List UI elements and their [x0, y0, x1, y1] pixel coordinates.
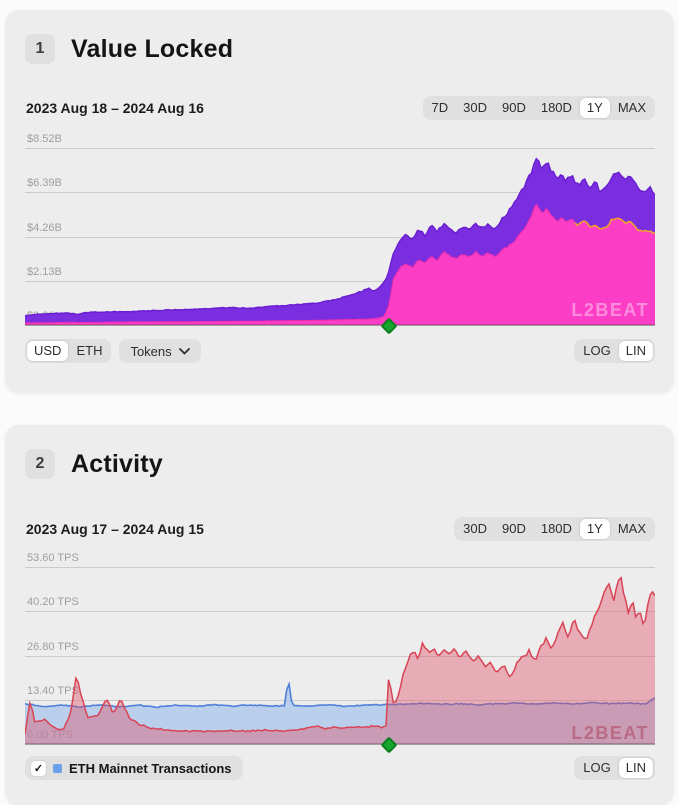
page-title-value-locked: Value Locked [71, 34, 234, 63]
y-axis-tick-label: 53.60 TPS [27, 552, 79, 564]
gridline [25, 236, 655, 238]
section-number-badge: 2 [25, 449, 55, 479]
range-option-7d[interactable]: 7D [431, 100, 449, 115]
range-option-1y[interactable]: 1Y [579, 98, 610, 118]
range-option-max[interactable]: MAX [617, 521, 646, 536]
activity-chart[interactable]: L2BEAT 53.60 TPS 40.20 TPS 26.80 TPS 13.40 … [25, 550, 655, 754]
time-range-selector: 30D 90D 180D 1Y MAX [454, 517, 655, 541]
rollup-activity-line [25, 576, 655, 735]
gridline [25, 280, 655, 282]
canonical-value-pink-area [25, 204, 655, 325]
legend-checkbox[interactable]: ✓ [31, 760, 46, 776]
total-value-purple-line [25, 157, 655, 317]
gridline [25, 148, 655, 149]
legend-label: ETH Mainnet Transactions [69, 760, 232, 776]
currency-option-eth[interactable]: ETH [76, 343, 103, 358]
y-axis-tick-label: 40.20 TPS [27, 596, 79, 609]
checkmark-icon: ✓ [33, 762, 44, 775]
page-title-activity: Activity [71, 449, 163, 478]
scale-option-lin[interactable]: LIN [618, 758, 653, 778]
scale-option-lin[interactable]: LIN [618, 341, 653, 361]
currency-option-usd[interactable]: USD [27, 341, 69, 361]
eth-mainnet-legend-toggle[interactable]: ✓ ETH Mainnet Transactions [25, 756, 243, 780]
y-axis-tick-label: $8.52B [27, 133, 62, 145]
scale-option-log[interactable]: LOG [583, 343, 611, 358]
gridline [25, 611, 655, 613]
date-range-label: 2023 Aug 18 – 2024 Aug 16 [26, 100, 204, 116]
gridline [25, 567, 655, 568]
gridline [25, 699, 655, 701]
legend-color-swatch [53, 763, 62, 773]
l2beat-watermark: L2BEAT [571, 723, 649, 743]
y-axis-tick-label: 13.40 TPS [27, 684, 79, 697]
value-locked-card: 1 Value Locked 2023 Aug 18 – 2024 Aug 16… [5, 10, 674, 393]
time-range-selector: 7D 30D 90D 180D 1Y MAX [422, 96, 655, 120]
section-number-badge: 1 [25, 34, 55, 64]
scale-option-log[interactable]: LOG [583, 760, 611, 775]
y-axis-tick-label: $4.26B [27, 221, 62, 234]
eth-mainnet-transactions-area [25, 684, 655, 744]
range-option-90d[interactable]: 90D [501, 100, 526, 115]
y-axis-tick-label: 26.80 TPS [27, 640, 79, 653]
activity-card: 2 Activity 2023 Aug 17 – 2024 Aug 15 30D… [5, 425, 674, 805]
canonical-value-pink-line [25, 203, 655, 324]
range-option-1y[interactable]: 1Y [579, 519, 610, 539]
tokens-label: Tokens [130, 343, 172, 359]
y-axis-tick-label: $6.39B [27, 177, 62, 190]
range-option-90d[interactable]: 90D [501, 521, 526, 536]
currency-toggle: USD ETH [25, 339, 112, 363]
gridline [25, 192, 655, 194]
range-option-max[interactable]: MAX [617, 100, 646, 115]
activity-header: 2 Activity [25, 447, 655, 481]
range-option-180d[interactable]: 180D [540, 100, 572, 115]
eth-mainnet-transactions-line [25, 681, 655, 709]
canonical-value-pink-highlight-line [574, 217, 655, 235]
value-locked-chart[interactable]: L2BEAT $8.52B$6.39B$4.26B$2.13B$0.00 [25, 131, 655, 335]
range-option-30d[interactable]: 30D [463, 100, 487, 115]
scale-toggle: LOG LIN [574, 339, 655, 363]
scale-toggle: LOG LIN [574, 756, 655, 780]
date-range-label: 2023 Aug 17 – 2024 Aug 15 [26, 521, 204, 537]
range-option-30d[interactable]: 30D [463, 521, 487, 536]
y-axis-tick-label: $2.13B [27, 265, 62, 278]
value-locked-header: 1 Value Locked [25, 32, 655, 66]
tokens-dropdown-button[interactable]: Tokens [119, 339, 201, 363]
chevron-down-icon [178, 347, 190, 354]
gridline [25, 655, 655, 657]
l2beat-watermark: L2BEAT [571, 300, 649, 320]
range-option-180d[interactable]: 180D [540, 521, 572, 536]
rollup-activity-area [25, 577, 655, 744]
